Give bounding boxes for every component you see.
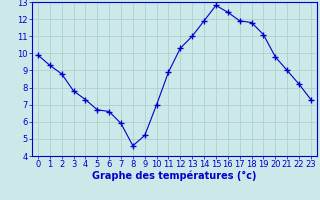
X-axis label: Graphe des températures (°c): Graphe des températures (°c) [92,171,257,181]
